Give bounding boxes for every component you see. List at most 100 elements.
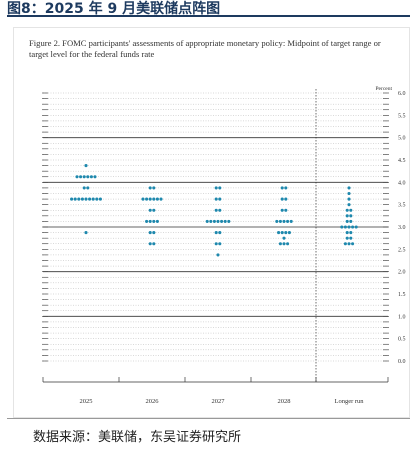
page-title: 图8：2025 年 9 月美联储点阵图 [7,1,221,17]
dot-point [345,214,349,218]
dot-point [349,231,353,235]
dot-point [91,197,95,201]
figure-caption: Figure 2. FOMC participants' assessments… [29,38,381,59]
dot-point [205,219,209,223]
y-tick-label: 1.0 [398,314,406,320]
grid-lines [42,92,389,362]
dot-point [286,242,290,246]
y-tick-label: 0.5 [398,337,406,343]
dot-point [152,231,156,235]
dot-point [148,219,152,223]
dot-point [148,197,152,201]
dot-point [86,175,90,179]
dot-point [84,197,88,201]
dot-point [343,242,347,246]
dot-point [98,197,102,201]
dot-point [351,225,355,229]
dot-point [155,197,159,201]
dot-point [345,208,349,212]
dot-point [77,197,81,201]
y-axis-label: Percent [376,86,393,92]
y-tick-label: 3.5 [398,203,406,209]
y-tick-label: 3.0 [398,225,406,231]
dot-point [354,225,358,229]
dot-point [347,225,351,229]
dot-point [152,186,156,190]
dot-point [345,231,349,235]
dot-point [73,197,77,201]
dot-point [148,208,152,212]
dot-point [82,175,86,179]
dot-point [159,197,163,201]
dot-point [343,225,347,229]
dot-point [284,231,288,235]
dot-point [86,186,90,190]
dot-point [84,231,88,235]
dot-point [152,242,156,246]
dot-point [93,175,97,179]
y-tick-label: 5.0 [398,136,406,142]
dot-point [152,219,156,223]
x-tick-label: 2027 [212,398,226,405]
x-tick-label: 2025 [80,398,93,405]
dot-point [351,242,355,246]
dot-point [88,197,92,201]
dot-point [216,219,220,223]
dot-point [216,253,220,257]
dot-point [145,197,149,201]
dot-point [282,236,286,240]
dot-point [70,197,74,201]
dot-point [347,186,351,190]
y-tick-label: 0.0 [398,359,406,365]
x-tick-labels: 2025 2026 2027 2028 Longer run [80,398,365,405]
y-tick-label: 4.5 [398,158,406,164]
dot-point [280,231,284,235]
axes [42,89,389,383]
dot-point [148,231,152,235]
dot-point [349,236,353,240]
dot-point [280,186,284,190]
dot-point [148,186,152,190]
dot-point [152,208,156,212]
dots [70,164,358,257]
y-tick-label: 1.5 [398,292,406,298]
dot-point [349,219,353,223]
dot-point [347,242,351,246]
dot-point [345,219,349,223]
dot-point [275,219,279,223]
dot-point [287,231,291,235]
title-rule [7,15,410,17]
dot-point [340,225,344,229]
dot-point [218,186,222,190]
dot-point [214,231,218,235]
dot-point [209,219,213,223]
dot-point [214,242,218,246]
dot-point [345,236,349,240]
y-tick-label: 2.0 [398,270,406,276]
dot-point [84,164,88,168]
dot-point [277,231,281,235]
dot-point [284,208,288,212]
dot-point [82,186,86,190]
dot-point [347,197,351,201]
dot-point [218,208,222,212]
dot-point [282,242,286,246]
dot-point [75,175,79,179]
y-tick-label: 4.0 [398,180,406,186]
y-tick-label: 2.5 [398,247,406,253]
dot-point [280,208,284,212]
y-tick-label: 6.0 [398,91,406,97]
dot-point [218,242,222,246]
dot-point [89,175,93,179]
dot-point [349,214,353,218]
dot-point [155,219,159,223]
dot-point [282,219,286,223]
dot-point [79,175,83,179]
dot-point [214,208,218,212]
dot-point [220,219,224,223]
footer-rule [7,418,410,419]
source-note: 数据来源：美联储，东吴证券研究所 [33,430,242,445]
dot-point [218,197,222,201]
dot-point [141,197,145,201]
